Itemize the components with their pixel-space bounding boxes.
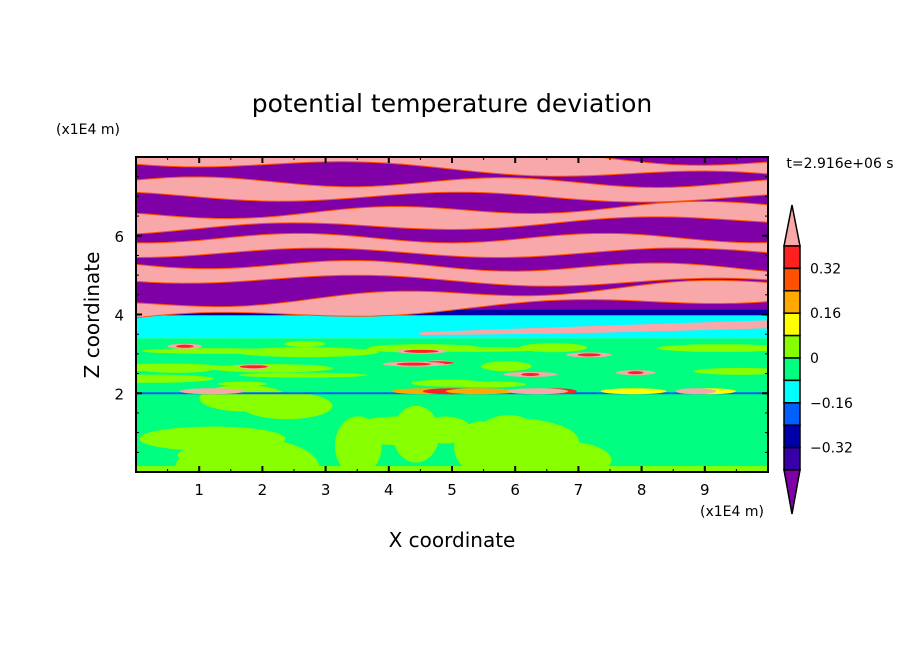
colorbar-box — [783, 379, 801, 404]
x-axis-label: X coordinate — [389, 528, 516, 552]
interface-spot — [445, 388, 516, 395]
x-unit-label: (x1E4 m) — [700, 504, 764, 520]
warm-stripe — [136, 200, 768, 235]
colorbar-label: 0 — [810, 351, 819, 367]
warm-stripe — [136, 232, 768, 259]
region-streak — [142, 367, 211, 373]
warm-stripe — [136, 279, 768, 319]
colorbar-over-triangle — [783, 204, 801, 247]
warm-stripe — [136, 260, 768, 287]
colorbar-box — [783, 245, 801, 270]
x-tick-label: 8 — [637, 481, 647, 499]
region-streak — [693, 367, 768, 375]
region-blob — [455, 418, 580, 466]
x-tick-label: 3 — [321, 481, 331, 499]
colorbar-box — [783, 357, 801, 382]
time-label: t=2.916e+06 s — [786, 156, 893, 172]
warm-band — [420, 320, 768, 335]
x-tick-label: 2 — [258, 481, 268, 499]
colorbar-box — [783, 334, 801, 359]
region-blob — [177, 445, 267, 466]
region-streak — [284, 340, 325, 348]
region-streak — [656, 344, 768, 353]
interface-spot — [675, 388, 717, 395]
interface-spot — [506, 388, 569, 395]
region-streak — [136, 374, 214, 383]
warm-core — [396, 362, 431, 366]
region-streak — [141, 348, 289, 354]
interface-spot — [179, 388, 245, 395]
x-tick-label: 7 — [574, 481, 584, 499]
warm-core — [239, 365, 268, 369]
region-streak — [238, 372, 368, 378]
x-tick-label: 1 — [194, 481, 204, 499]
colorbar: 0.32 0.16 0 −0.16 −0.32 — [783, 204, 853, 515]
warm-stripe — [136, 176, 768, 203]
region-blob — [334, 416, 382, 472]
colorbar-label: −0.32 — [810, 441, 853, 457]
region-blob — [139, 426, 286, 451]
colorbar-label: 0.32 — [810, 261, 841, 277]
y-tick-label: 6 — [114, 228, 124, 246]
region-streak — [480, 361, 532, 372]
colorbar-box — [783, 402, 801, 426]
warm-core — [403, 349, 439, 353]
chart-title: potential temperature deviation — [252, 89, 652, 118]
y-tick-label: 2 — [114, 385, 124, 403]
y-axis-label: Z coordinate — [80, 252, 104, 379]
warm-core — [176, 344, 194, 348]
colorbar-under-triangle — [783, 469, 801, 515]
colorbar-box — [783, 424, 801, 449]
warm-core — [577, 353, 601, 357]
colorbar-label: 0.16 — [810, 306, 841, 322]
x-tick-label: 9 — [700, 481, 710, 499]
region-streak — [217, 381, 268, 386]
region-blob — [241, 392, 333, 420]
x-tick-label: 6 — [510, 481, 520, 499]
region-streak — [210, 364, 334, 373]
warm-core — [627, 371, 644, 375]
colorbar-box — [783, 312, 801, 337]
y-unit-label: (x1E4 m) — [56, 122, 120, 138]
colorbar-box — [783, 446, 801, 471]
colorbar-box — [783, 290, 801, 314]
contour-field — [136, 157, 768, 472]
region-streak — [411, 379, 485, 387]
colorbar-label: −0.16 — [810, 396, 853, 412]
warm-core — [521, 372, 540, 376]
x-tick-label: 5 — [447, 481, 457, 499]
interface-spot — [600, 388, 667, 395]
x-tick-label: 4 — [384, 481, 394, 499]
cold-line — [136, 309, 768, 316]
colorbar-box — [783, 267, 801, 292]
warm-stripe — [136, 157, 768, 177]
axis-ticks: 1 2 3 4 5 6 7 8 9 2 4 6 — [114, 157, 768, 499]
y-tick-label: 4 — [114, 307, 124, 325]
